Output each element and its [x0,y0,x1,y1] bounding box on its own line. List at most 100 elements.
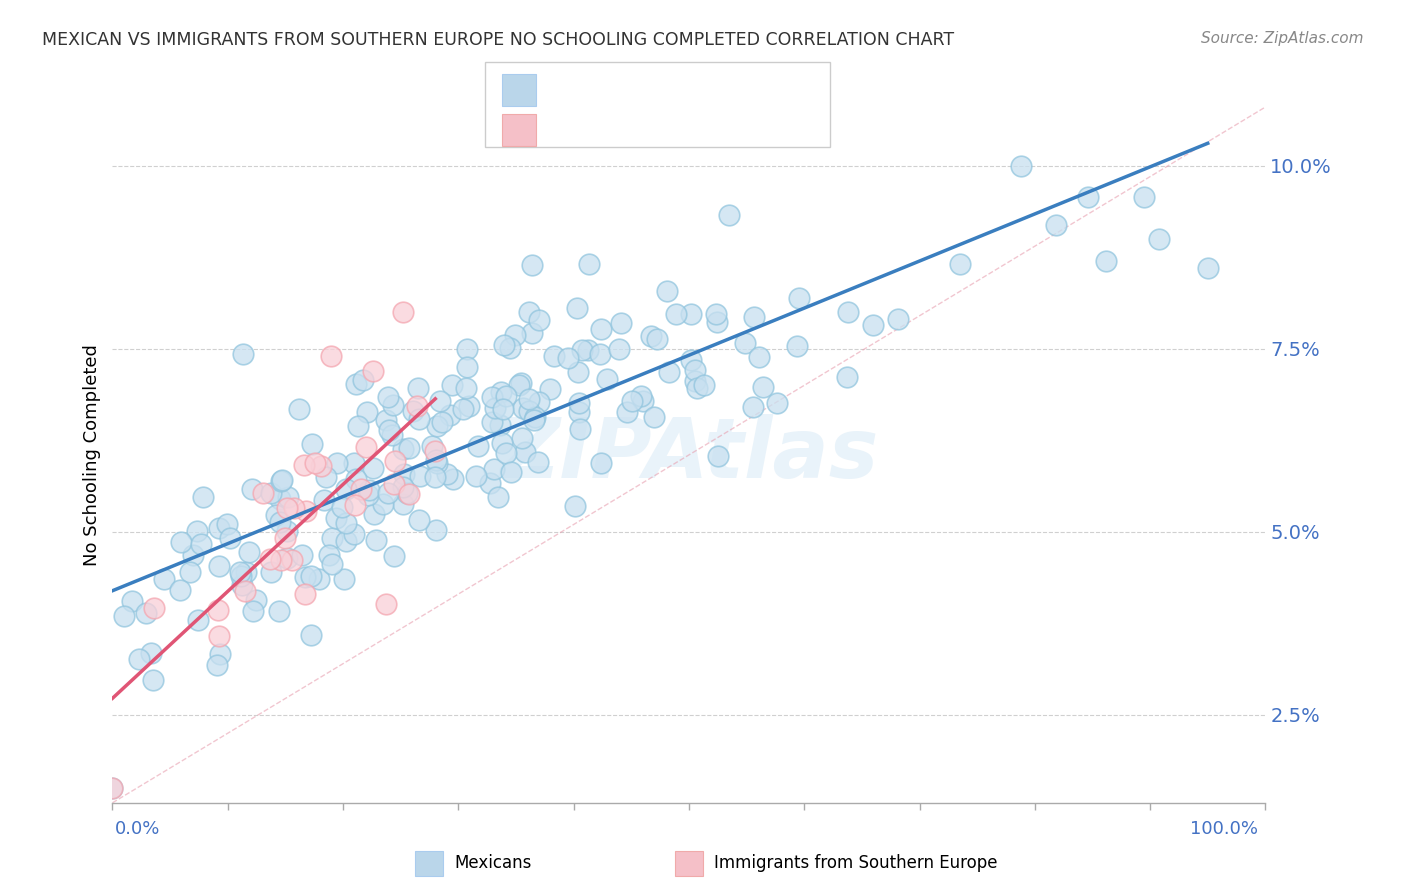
Point [665,307,688,321]
Point [610,316,633,330]
Point [578,257,600,271]
Point [1010,159,1032,173]
Point [679,352,702,367]
Point [233,584,256,599]
Point [565,301,588,316]
Point [354,440,377,454]
Point [152,573,174,587]
Point [292,458,315,472]
Point [569,422,592,436]
Point [630,389,652,403]
Point [398,441,420,455]
Point [704,307,727,321]
Point [325,511,347,525]
Point [374,597,396,611]
Point [425,452,447,467]
Point [458,399,481,413]
Point [259,552,281,566]
Text: Source: ZipAtlas.com: Source: ZipAtlas.com [1201,31,1364,46]
Point [478,476,501,491]
Point [277,490,299,504]
Point [392,467,415,482]
Point [751,379,773,393]
Point [315,470,337,484]
Point [621,394,644,409]
Point [685,381,707,395]
Point [693,378,716,392]
Point [377,485,399,500]
Point [1045,219,1067,233]
Point [491,435,513,450]
Point [405,399,427,413]
Point [576,343,599,357]
Point [517,392,540,406]
Point [441,377,464,392]
Point [425,523,447,537]
Point [208,647,231,661]
Point [377,390,399,404]
Point [488,417,510,432]
Point [283,501,305,516]
Point [683,374,706,388]
Point [207,603,229,617]
Point [238,545,260,559]
Point [187,613,209,627]
Point [269,492,291,507]
Point [748,350,770,364]
Point [267,604,290,618]
Point [508,377,530,392]
Point [589,456,612,470]
Point [333,572,356,586]
Point [571,343,593,358]
Point [245,593,267,607]
Point [101,781,124,796]
Point [425,443,447,458]
Point [392,442,415,457]
Point [190,537,212,551]
Point [208,629,231,643]
Point [495,446,517,460]
Point [520,259,543,273]
Point [1197,261,1219,276]
Point [523,413,546,427]
Point [589,347,612,361]
Point [529,313,551,327]
Point [454,381,477,395]
Text: N =: N = [651,120,693,140]
Point [382,549,405,563]
Point [631,393,654,408]
Point [568,396,591,410]
Point [568,405,591,419]
Point [786,339,808,353]
Point [408,513,430,527]
Point [363,507,385,521]
Point [589,322,612,336]
Point [364,533,387,547]
Point [395,486,418,500]
Point [425,419,447,434]
Point [326,456,349,470]
Point [886,312,908,326]
Point [523,410,546,425]
Point [517,305,540,319]
Point [299,628,322,642]
Point [467,439,489,453]
Point [169,582,191,597]
Point [616,405,638,419]
Point [229,565,252,579]
Point [342,526,364,541]
Point [291,549,314,563]
Point [312,493,335,508]
Point [128,652,150,666]
Point [294,569,316,583]
Point [347,418,370,433]
Point [643,409,665,424]
Point [231,578,253,592]
Point [658,365,681,379]
Point [543,349,565,363]
Point [356,405,378,419]
Point [308,572,330,586]
Point [382,476,405,491]
Point [240,482,263,496]
Point [657,284,679,298]
